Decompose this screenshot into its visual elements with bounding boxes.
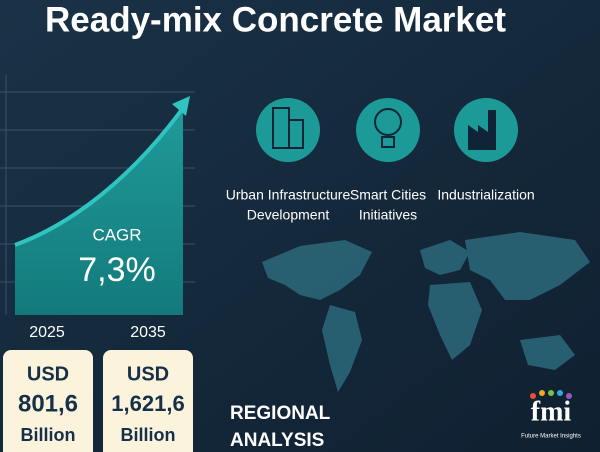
driver-label: Development: [247, 207, 330, 223]
title: Ready-mix Concrete Market: [45, 0, 506, 39]
logo-mark: fmi: [531, 396, 572, 427]
bulb-glyph: [374, 108, 402, 148]
growth-curve: [14, 106, 185, 247]
world-map: [262, 232, 590, 392]
card-currency: USD: [27, 363, 69, 385]
driver-icon: [356, 98, 420, 162]
logo: fmi Future Market Insights: [521, 390, 581, 440]
logo-name: Future Market Insights: [521, 434, 581, 440]
factory: [468, 110, 496, 150]
card-amount: 801,6: [18, 390, 78, 417]
cagr-label: CAGR: [92, 225, 141, 244]
value-card: [103, 350, 193, 452]
card-unit: Billion: [121, 425, 176, 445]
year-label: 2025: [29, 324, 65, 341]
bulb-base: [381, 136, 395, 148]
regional-label: REGIONAL: [230, 403, 331, 424]
building-glyph: [272, 107, 304, 149]
card-unit: Billion: [21, 425, 76, 445]
driver-label: Industrialization: [437, 187, 534, 203]
bulb: [374, 108, 402, 136]
driver-icon: [454, 98, 518, 162]
factory-glyph: [468, 110, 496, 150]
arrow-head: [172, 96, 190, 116]
year-label: 2035: [130, 324, 166, 341]
regional-label: ANALYSIS: [230, 430, 324, 451]
driver-label: Smart Cities: [350, 187, 426, 203]
driver-label: Urban Infrastructure: [226, 187, 351, 203]
cagr-value: 7,3%: [78, 251, 156, 289]
card-amount: 1,621,6: [111, 391, 184, 416]
driver-label: Initiatives: [359, 207, 417, 223]
value-card: [3, 350, 93, 452]
card-currency: USD: [127, 363, 169, 385]
building: [288, 119, 304, 149]
